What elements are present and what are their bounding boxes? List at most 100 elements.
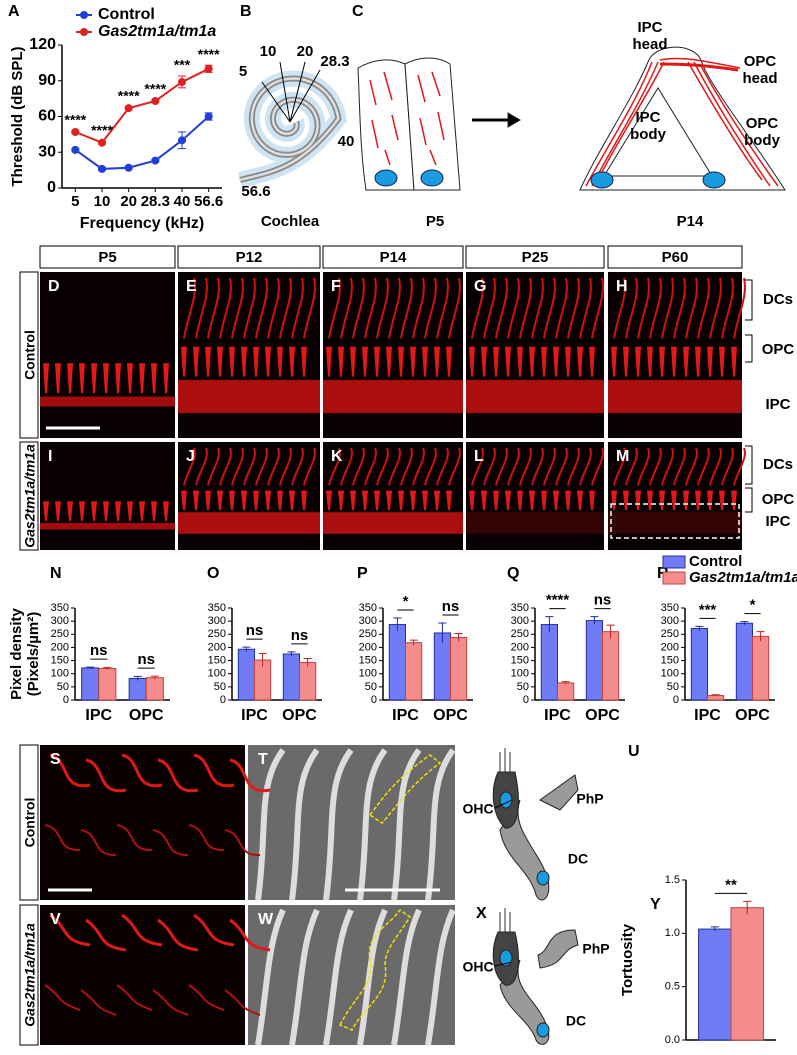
dc-process	[188, 984, 225, 1011]
dc-process	[448, 277, 461, 339]
error-bar	[590, 616, 599, 625]
panel-letter: Q	[507, 565, 519, 582]
pillar	[434, 490, 440, 511]
pillar	[410, 490, 416, 511]
dc-process	[424, 447, 437, 486]
bracket	[745, 445, 753, 485]
confocal-image	[40, 745, 245, 900]
part-label: OPC	[746, 115, 779, 132]
sem-ridge	[289, 908, 320, 1046]
dc-process	[279, 277, 292, 339]
panel-letter: H	[616, 278, 628, 295]
panel-letter: I	[48, 448, 52, 465]
y-tick-label: 300	[208, 615, 226, 627]
pillar	[205, 490, 211, 511]
bar	[299, 661, 317, 701]
y-tick-label: 100	[359, 668, 377, 680]
microtubules	[369, 71, 445, 166]
y-tick-label: 0.0	[665, 1034, 680, 1046]
dc-process	[495, 277, 508, 339]
dc-process	[483, 277, 496, 339]
roi-box	[610, 503, 740, 539]
pillar	[217, 346, 223, 377]
dc-process	[543, 277, 556, 339]
pointer	[494, 961, 513, 967]
pillar	[253, 490, 259, 511]
pillar	[505, 490, 511, 511]
pillar	[91, 501, 97, 521]
dc-process	[80, 829, 117, 857]
dc-process	[543, 447, 556, 486]
pillar	[565, 490, 571, 511]
dc-process	[231, 447, 244, 486]
ipc-band	[178, 512, 320, 534]
pillar	[277, 490, 283, 511]
y-tick-label: 0	[523, 694, 529, 706]
x-tick-label: IPC	[544, 707, 571, 724]
dc-process	[195, 277, 208, 339]
y-tick-label: 1.0	[665, 927, 680, 939]
pillar	[671, 346, 677, 377]
sem-ridge	[289, 748, 320, 901]
micrograph	[40, 272, 175, 438]
pillar	[91, 363, 97, 394]
significance: ***	[699, 601, 717, 618]
dc-process	[291, 447, 304, 486]
ipc-band	[323, 512, 463, 534]
panel-letter: U	[628, 743, 640, 760]
y-tick-label: 300	[511, 615, 529, 627]
bar	[237, 648, 256, 701]
bar	[98, 667, 117, 701]
panel-letter: N	[50, 565, 62, 582]
dc-process	[376, 447, 389, 486]
pillar	[374, 490, 380, 511]
dc-process	[49, 913, 91, 947]
data-point	[204, 112, 213, 121]
panel-letter: F	[331, 278, 341, 295]
region-label: IPC	[765, 396, 790, 413]
error-bar	[561, 681, 570, 685]
nucleus	[499, 949, 513, 967]
y-axis-label: (Pixels/µm²)	[25, 612, 42, 697]
dc-process	[152, 989, 189, 1016]
pillar	[151, 363, 157, 394]
pillar	[553, 490, 559, 511]
panel-letter: S	[50, 751, 61, 768]
dc-process	[721, 447, 734, 486]
pillar	[67, 363, 73, 394]
dc-process	[121, 753, 163, 788]
header-box	[607, 245, 743, 269]
bar	[698, 928, 732, 1041]
ipc-band	[40, 396, 175, 407]
ipc-band	[323, 379, 463, 414]
pillar	[469, 346, 475, 377]
dc-process	[364, 447, 377, 486]
dc-process	[376, 277, 389, 339]
y-tick-label: 60	[38, 108, 56, 125]
data-point	[204, 64, 213, 73]
micrograph	[466, 442, 604, 550]
y-tick-label: 50	[365, 681, 377, 693]
nucleus	[499, 791, 513, 809]
pillar	[217, 490, 223, 511]
error-bar	[740, 621, 749, 625]
pillar	[398, 346, 404, 377]
significance: ns	[291, 627, 309, 644]
error-bar	[258, 652, 267, 667]
pillar	[589, 346, 595, 377]
bar	[557, 682, 575, 701]
pointer	[261, 81, 291, 123]
y-tick-label: 0	[220, 694, 226, 706]
panel-letter: J	[186, 448, 195, 465]
significance: ****	[198, 46, 220, 62]
dc-process	[673, 447, 686, 486]
pillar	[731, 346, 737, 377]
dc-process	[224, 829, 261, 857]
micrograph	[608, 272, 746, 438]
pillar	[350, 346, 356, 377]
part-label: head	[742, 70, 777, 87]
y-tick-label: 150	[359, 654, 377, 666]
age-label: P12	[236, 249, 263, 266]
y-axis-label: Pixel density	[8, 607, 25, 699]
y-tick-label: 0	[673, 694, 679, 706]
